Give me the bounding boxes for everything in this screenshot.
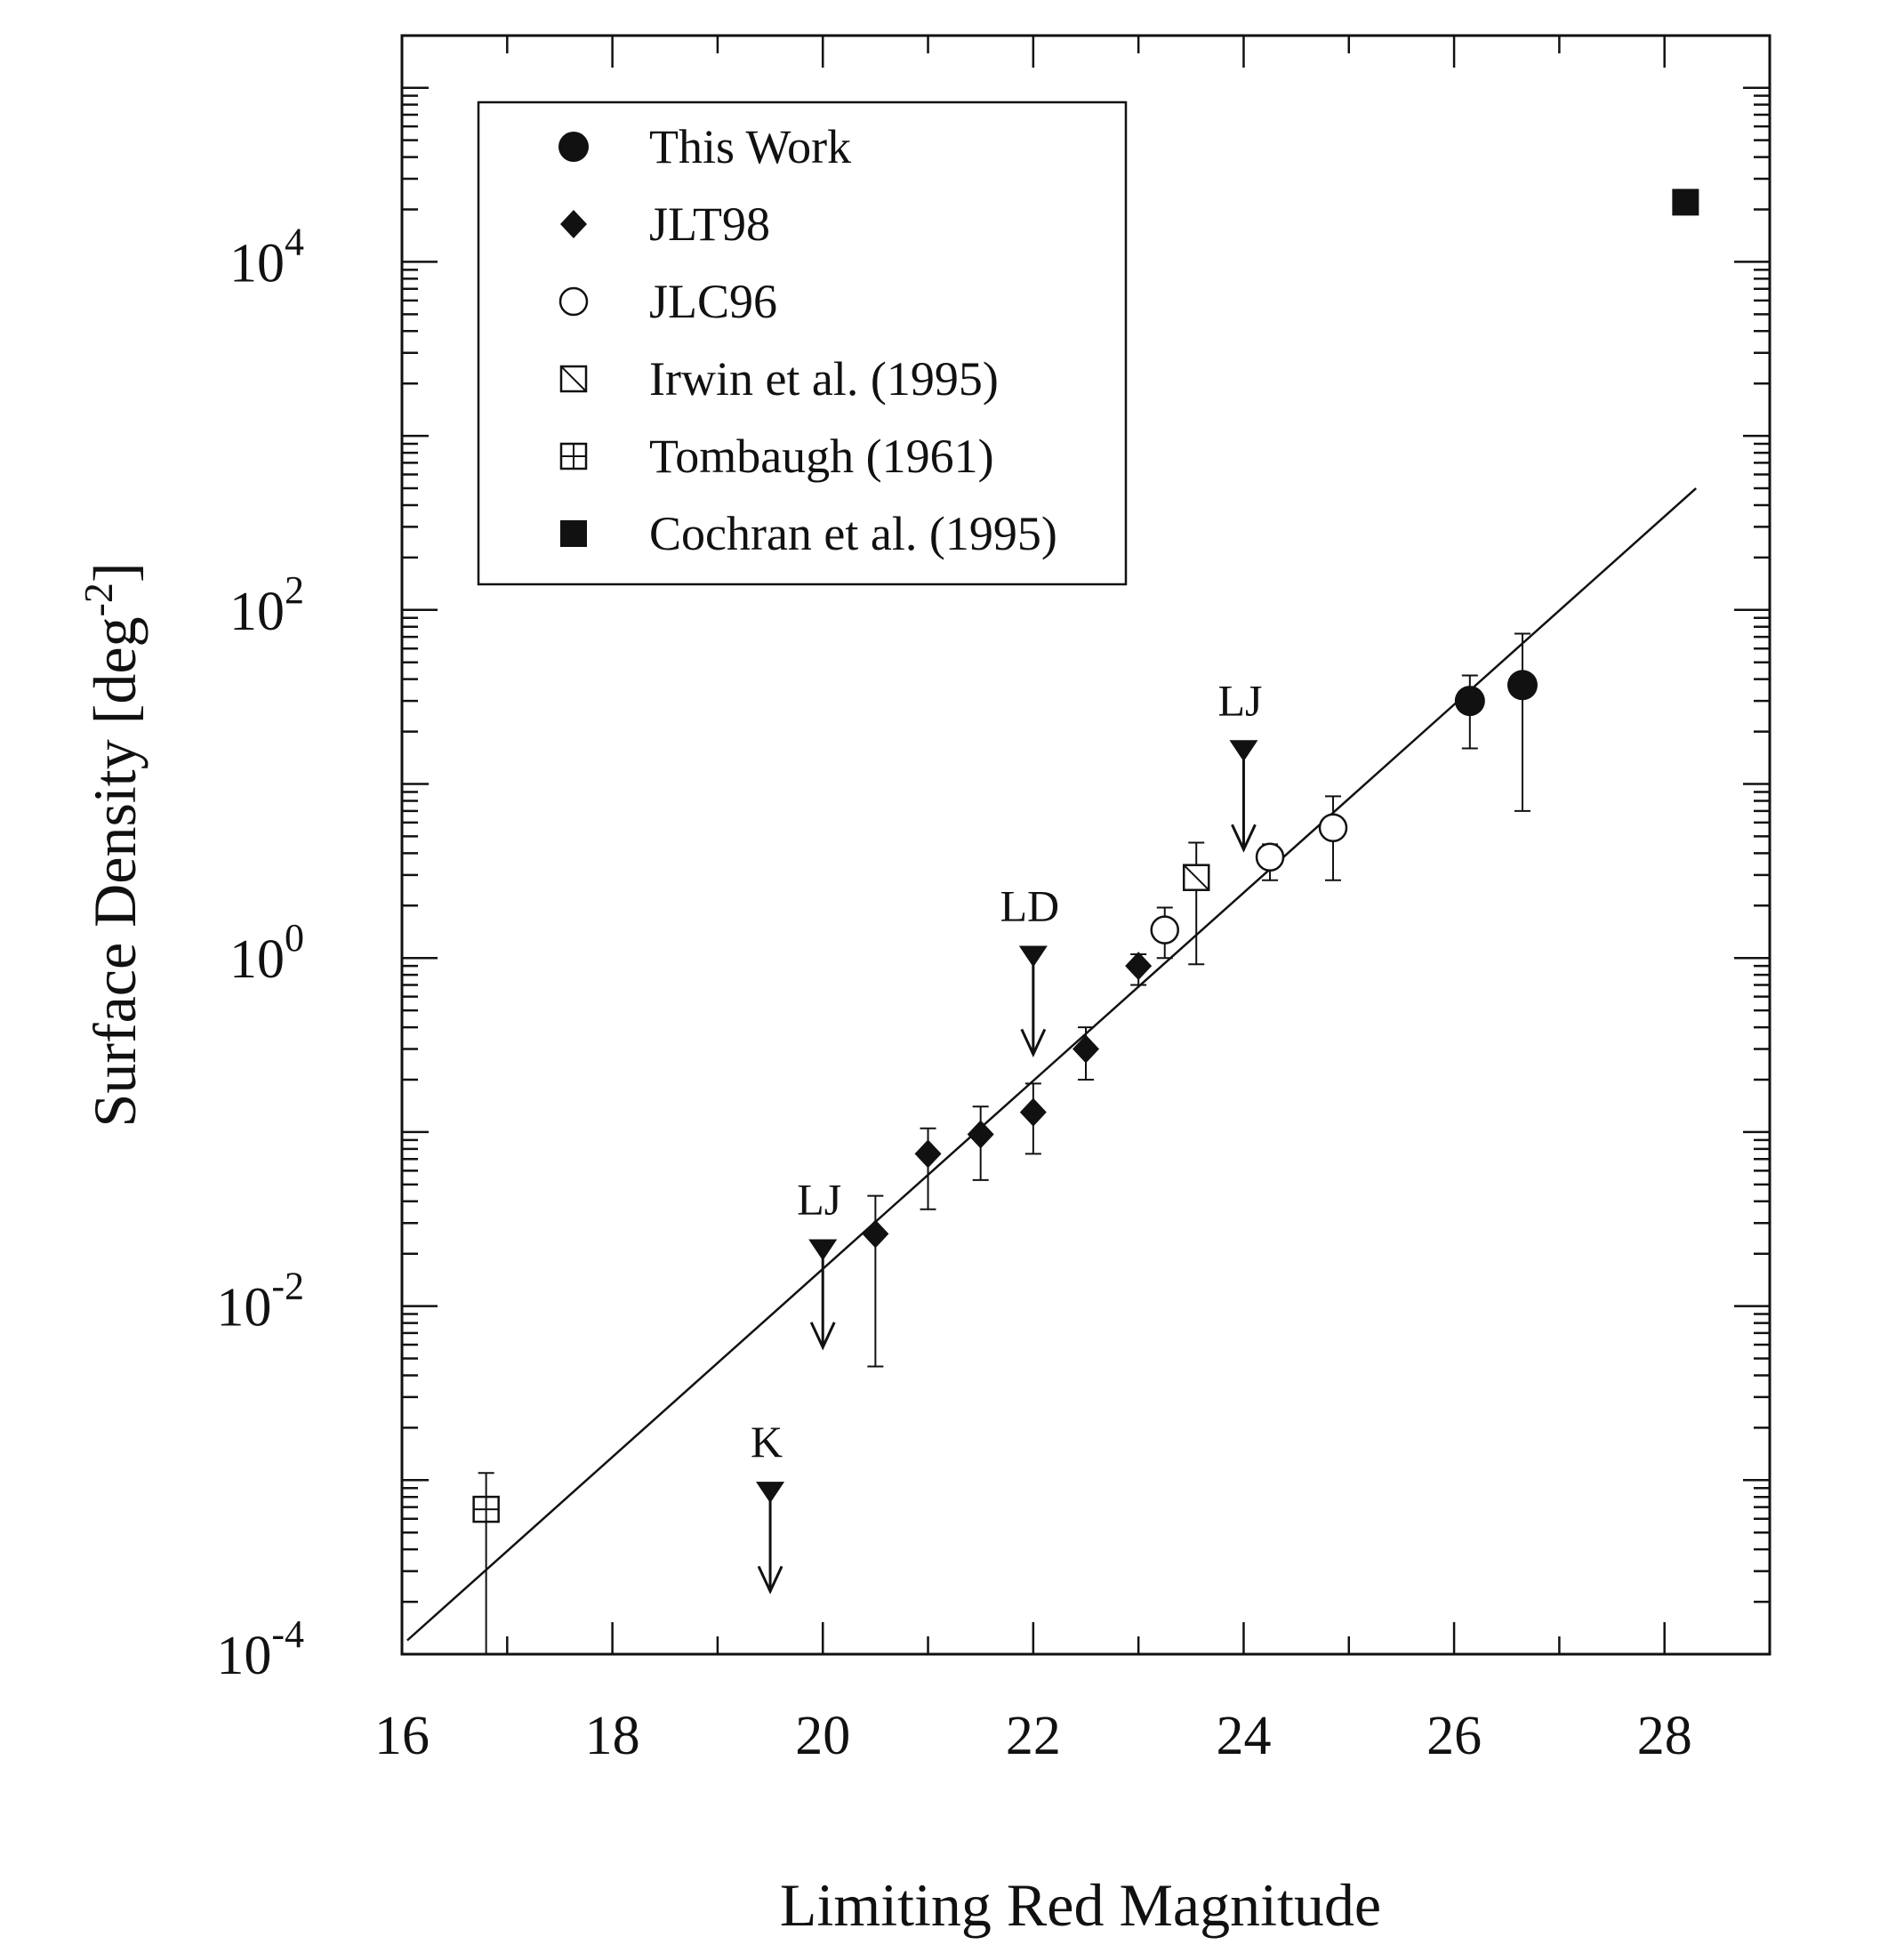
- data-point: [1506, 670, 1538, 701]
- x-tick-label: 16: [374, 1706, 430, 1766]
- y-tick-label: 100: [229, 916, 304, 990]
- y-tick-label-base: 10: [229, 233, 285, 293]
- legend-marker: [559, 442, 588, 470]
- x-tick-label: 20: [795, 1706, 850, 1766]
- x-tick-label: 26: [1426, 1706, 1482, 1766]
- legend-label: Cochran et al. (1995): [649, 507, 1057, 560]
- marker-shape: [862, 1219, 889, 1249]
- limit-label: LJ: [1217, 675, 1262, 725]
- axis-ticks: [400, 36, 1771, 1656]
- marker-shape: [1073, 1034, 1099, 1064]
- marker-shape: [558, 286, 589, 317]
- data-point: [967, 1120, 994, 1149]
- legend-marker: [559, 365, 588, 393]
- data-point: [914, 1139, 942, 1169]
- limit-arrow-head: [757, 1565, 783, 1595]
- legend-label: This Work: [649, 120, 851, 173]
- y-axis-label: Surface Density [deg-2]: [76, 563, 149, 1128]
- marker-shape: [914, 1139, 942, 1169]
- limit-label: K: [751, 1417, 783, 1467]
- legend-marker: [558, 132, 589, 162]
- legend-marker: [560, 520, 587, 547]
- x-axis-label: Limiting Red Magnitude: [780, 1871, 1381, 1939]
- limit-triangle: [1018, 945, 1048, 968]
- data-points: [472, 189, 1699, 1523]
- legend-label: JLC96: [649, 275, 777, 328]
- x-tick-label: 28: [1637, 1706, 1692, 1766]
- data-point: [1125, 952, 1153, 981]
- marker-shape: [1454, 686, 1485, 717]
- data-point: [1318, 813, 1348, 843]
- x-tick-label: 18: [585, 1706, 640, 1766]
- data-point: [1255, 842, 1285, 872]
- y-axis-label-close: ]: [81, 563, 149, 583]
- y-tick-label: 104: [229, 220, 304, 293]
- data-point: [1019, 1097, 1047, 1127]
- marker-shape: [967, 1120, 994, 1149]
- y-tick-label: 10-4: [216, 1612, 304, 1686]
- legend: This Work JLT98 JLC96 Irwin et al. (1995) To…: [477, 100, 1128, 586]
- marker-shape: [1255, 842, 1285, 872]
- marker-shape: [1019, 1097, 1047, 1127]
- limit-label: LJ: [797, 1175, 841, 1225]
- y-tick-label-exp: 2: [285, 568, 304, 612]
- y-tick-label: 102: [229, 568, 304, 642]
- limit-arrow-head: [1020, 1028, 1047, 1057]
- y-tick-label-exp: 0: [285, 916, 304, 960]
- error-bars: [478, 632, 1530, 1655]
- limit-triangle: [808, 1239, 838, 1261]
- y-tick-label-exp: -4: [271, 1612, 304, 1656]
- x-tick-label: 22: [1006, 1706, 1061, 1766]
- y-tick-label-exp: 4: [285, 220, 304, 263]
- limit-triangle: [1229, 740, 1258, 762]
- marker-shape: [1150, 915, 1179, 944]
- marker-shape: [1318, 813, 1348, 843]
- legend-marker: [558, 286, 589, 317]
- y-axis-label-base: Surface Density [deg: [81, 616, 149, 1127]
- data-point: [1150, 915, 1179, 944]
- legend-box: [477, 100, 1128, 586]
- marker-shape: [560, 210, 587, 238]
- marker-shape: [558, 132, 589, 162]
- marker-shape: [1672, 189, 1699, 216]
- plot-frame: [400, 34, 1771, 1656]
- upper-limit-markers: LJ K LD LJ: [751, 675, 1262, 1595]
- legend-label: Irwin et al. (1995): [649, 352, 999, 406]
- y-tick-label-base: 10: [229, 582, 285, 642]
- y-tick-label-base: 10: [216, 1278, 271, 1338]
- y-tick-label-base: 10: [216, 1626, 271, 1686]
- marker-shape: [560, 520, 587, 547]
- y-axis-label-exp: -2: [76, 583, 121, 616]
- y-tick-label: 10-2: [216, 1265, 304, 1338]
- marker-slash: [560, 366, 587, 392]
- marker-shape: [1506, 670, 1538, 701]
- limit-triangle: [756, 1482, 785, 1504]
- data-point: [862, 1219, 889, 1249]
- legend-label: Tombaugh (1961): [649, 430, 994, 483]
- data-point: [1182, 864, 1210, 891]
- fit-line: [406, 487, 1698, 1642]
- data-point: [1073, 1034, 1099, 1064]
- marker-slash: [1183, 864, 1209, 891]
- x-tick-label: 24: [1216, 1706, 1271, 1766]
- data-point: [1672, 189, 1699, 216]
- data-point: [472, 1495, 500, 1523]
- limit-arrow-head: [1231, 824, 1257, 853]
- y-tick-label-base: 10: [229, 929, 285, 990]
- data-point: [1454, 686, 1485, 717]
- y-tick-label-exp: -2: [271, 1265, 304, 1308]
- limit-arrow-head: [809, 1322, 836, 1351]
- legend-marker: [560, 210, 587, 238]
- marker-shape: [1125, 952, 1153, 981]
- legend-label: JLT98: [649, 197, 770, 251]
- limit-label: LD: [1000, 881, 1060, 931]
